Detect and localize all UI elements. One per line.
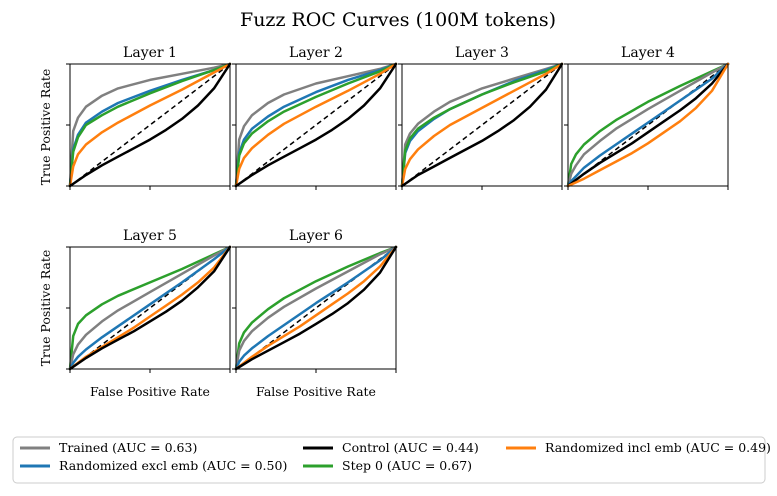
panel-title: Layer 6 [289,228,343,244]
curve-rand_incl [234,62,398,188]
figure-title: Fuzz ROC Curves (100M tokens) [240,9,556,31]
ylabel-row1: True Positive Rate [38,69,53,186]
curve-rand_excl [566,62,730,188]
curve-step0 [234,245,398,371]
panel-layer-6: Layer 6 [232,228,398,373]
curve-rand_incl [68,62,232,188]
curve-step0 [68,62,232,188]
curve-trained [234,245,398,371]
panel-layer-2: Layer 2 [232,45,398,190]
legend-frame [12,436,766,484]
legend-label: Randomized excl emb (AUC = 0.50) [59,458,287,473]
xlabel-panel6: False Positive Rate [256,384,376,399]
curve-rand_excl [234,245,398,371]
curve-control [400,62,564,188]
legend-label: Control (AUC = 0.44) [342,440,479,455]
curve-control [234,245,398,371]
panel-layer-4: Layer 4 [564,45,730,190]
panel-layer-1: Layer 1 [66,45,232,190]
panel-title: Layer 4 [621,45,675,61]
xlabel-panel5: False Positive Rate [90,384,210,399]
legend: Trained (AUC = 0.63) Control (AUC = 0.44)… [12,436,771,484]
legend-label: Trained (AUC = 0.63) [59,440,197,455]
curve-trained [566,62,730,188]
curve-trained [400,62,564,188]
curve-step0 [400,62,564,188]
ylabel-row2: True Positive Rate [38,250,53,367]
panel-title: Layer 1 [123,45,177,61]
curve-trained [68,245,232,371]
curve-trained [234,62,398,188]
curve-control [68,245,232,371]
panel-title: Layer 5 [123,228,177,244]
curve-step0 [566,62,730,188]
legend-item-rand_incl: Randomized incl emb (AUC = 0.49) [506,440,771,455]
curve-control [566,62,730,188]
curve-rand_excl [68,245,232,371]
curve-control [234,62,398,188]
legend-label: Step 0 (AUC = 0.67) [342,458,472,473]
curve-control [68,62,232,188]
legend-item-step0: Step 0 (AUC = 0.67) [303,458,472,473]
panel-layer-3: Layer 3 [398,45,564,190]
panels-group: Layer 1 Layer 2 Layer 3 Layer 4 Layer 5 Layer… [66,45,730,373]
legend-item-rand_excl: Randomized excl emb (AUC = 0.50) [20,458,287,473]
legend-item-control: Control (AUC = 0.44) [303,440,479,455]
curve-rand_incl [400,62,564,188]
curve-step0 [68,245,232,371]
chance-diagonal [69,63,231,187]
legend-item-trained: Trained (AUC = 0.63) [20,440,197,455]
panel-layer-5: Layer 5 [66,228,232,373]
curve-trained [68,62,232,188]
curve-rand_incl [566,62,730,188]
curve-step0 [234,62,398,188]
panel-title: Layer 3 [455,45,509,61]
curve-rand_incl [234,245,398,371]
legend-label: Randomized incl emb (AUC = 0.49) [545,440,771,455]
panel-title: Layer 2 [289,45,343,61]
